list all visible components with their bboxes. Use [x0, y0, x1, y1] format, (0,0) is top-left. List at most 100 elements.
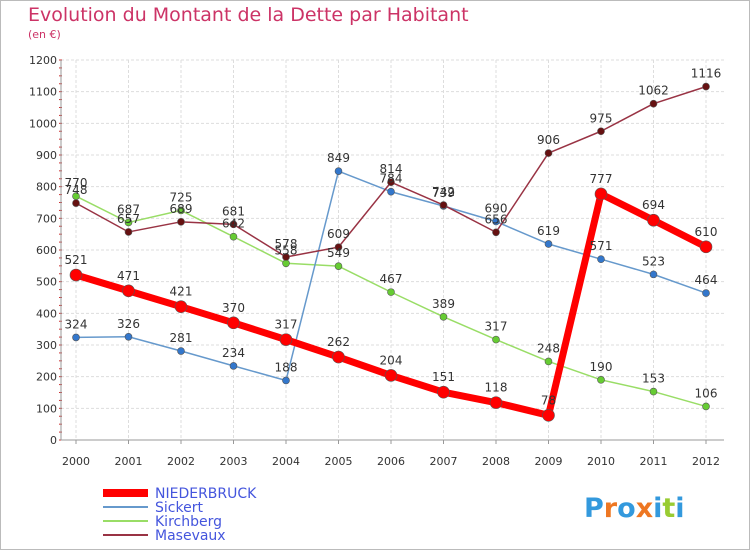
data-point — [387, 187, 395, 196]
data-point — [229, 232, 238, 241]
data-label: 317 — [485, 320, 508, 334]
data-label: 464 — [695, 273, 718, 287]
x-tick-label: 2008 — [482, 455, 510, 468]
y-tick-label: 100 — [36, 402, 57, 415]
data-label: 975 — [590, 111, 613, 125]
data-point — [124, 228, 133, 236]
data-label: 849 — [327, 151, 350, 165]
legend-label: Masevaux — [155, 528, 226, 544]
series-sickert — [72, 167, 710, 385]
x-tick-label: 2007 — [430, 455, 458, 468]
data-label: 521 — [65, 253, 88, 267]
y-tick-label: 300 — [36, 339, 57, 352]
data-label: 578 — [275, 237, 298, 251]
data-label: 118 — [485, 381, 508, 395]
data-label: 784 — [380, 172, 403, 186]
y-tick-label: 500 — [36, 276, 57, 289]
data-point — [177, 218, 185, 226]
data-label: 467 — [380, 272, 403, 286]
data-point — [437, 385, 450, 399]
data-label: 523 — [642, 254, 665, 268]
data-point — [177, 206, 185, 215]
x-tick-label: 2004 — [272, 455, 300, 468]
data-label: 151 — [432, 370, 455, 384]
data-label: 248 — [537, 341, 560, 355]
data-point — [124, 218, 133, 227]
y-tick-label: 400 — [36, 307, 57, 320]
data-label: 421 — [170, 285, 193, 299]
y-tick-label: 200 — [36, 371, 57, 384]
data-label: 281 — [170, 331, 193, 345]
data-label: 471 — [117, 269, 140, 283]
data-point — [544, 149, 553, 157]
data-label: 1116 — [691, 67, 722, 81]
data-point — [702, 82, 710, 91]
legend-label: Kirchberg — [155, 514, 222, 530]
x-tick-label: 2005 — [325, 455, 353, 468]
y-axis: 0 100 200 300 400 500 600 700 800 900 1000 1100 1200 — [29, 54, 62, 447]
data-point — [647, 213, 660, 227]
data-label: 642 — [222, 217, 245, 231]
y-tick-label: 0 — [50, 434, 57, 447]
data-point — [387, 288, 395, 296]
data-label: 262 — [327, 335, 350, 349]
data-point — [334, 167, 343, 175]
data-label: 609 — [327, 227, 350, 241]
data-point — [594, 187, 608, 201]
data-point — [699, 240, 713, 254]
data-label: 370 — [222, 301, 245, 315]
data-point — [334, 262, 343, 270]
data-point — [702, 402, 710, 411]
x-tick-label: 2001 — [115, 455, 143, 468]
x-tick-label: 2000 — [62, 455, 90, 468]
data-label: 326 — [117, 317, 140, 331]
grid — [61, 59, 724, 441]
data-label: 681 — [222, 204, 245, 218]
data-point — [72, 199, 80, 207]
data-point — [597, 255, 605, 263]
data-label: 153 — [642, 372, 665, 386]
data-point — [279, 333, 293, 346]
data-point — [227, 316, 240, 330]
data-point — [649, 387, 658, 396]
data-label: 549 — [327, 246, 350, 260]
data-label: 106 — [695, 386, 718, 400]
data-point — [439, 201, 448, 209]
x-tick-label: 2009 — [535, 455, 563, 468]
data-point — [542, 408, 555, 422]
x-tick-label: 2006 — [377, 455, 405, 468]
data-label: 657 — [117, 212, 140, 226]
data-label: 78 — [541, 393, 556, 407]
logo-letter: P — [584, 493, 604, 524]
data-point — [649, 99, 658, 108]
data-label: 324 — [65, 317, 88, 331]
data-point — [282, 259, 290, 268]
y-tick-label: 800 — [36, 181, 57, 194]
data-point — [544, 357, 553, 366]
y-tick-label: 1000 — [29, 117, 57, 130]
data-label: 234 — [222, 346, 245, 360]
series-masevaux — [72, 82, 710, 261]
logo-letter: i — [653, 493, 662, 524]
x-tick-label: 2002 — [167, 455, 195, 468]
data-point — [544, 240, 553, 248]
data-label: 571 — [590, 239, 613, 253]
data-point — [702, 289, 710, 297]
data-point — [334, 243, 343, 251]
logo-letter: r — [604, 493, 618, 524]
data-label: 558 — [275, 243, 298, 257]
data-point — [384, 369, 398, 382]
data-point — [597, 127, 605, 136]
data-label: 610 — [695, 225, 718, 239]
legend-label: NIEDERBRUCK — [155, 486, 257, 502]
logo-letter: i — [675, 493, 684, 524]
x-tick-label: 2012 — [692, 455, 720, 468]
data-label: 190 — [590, 360, 613, 374]
data-label: 656 — [485, 212, 508, 226]
data-point — [177, 347, 185, 355]
data-label: 777 — [590, 172, 613, 186]
data-point — [387, 178, 395, 187]
